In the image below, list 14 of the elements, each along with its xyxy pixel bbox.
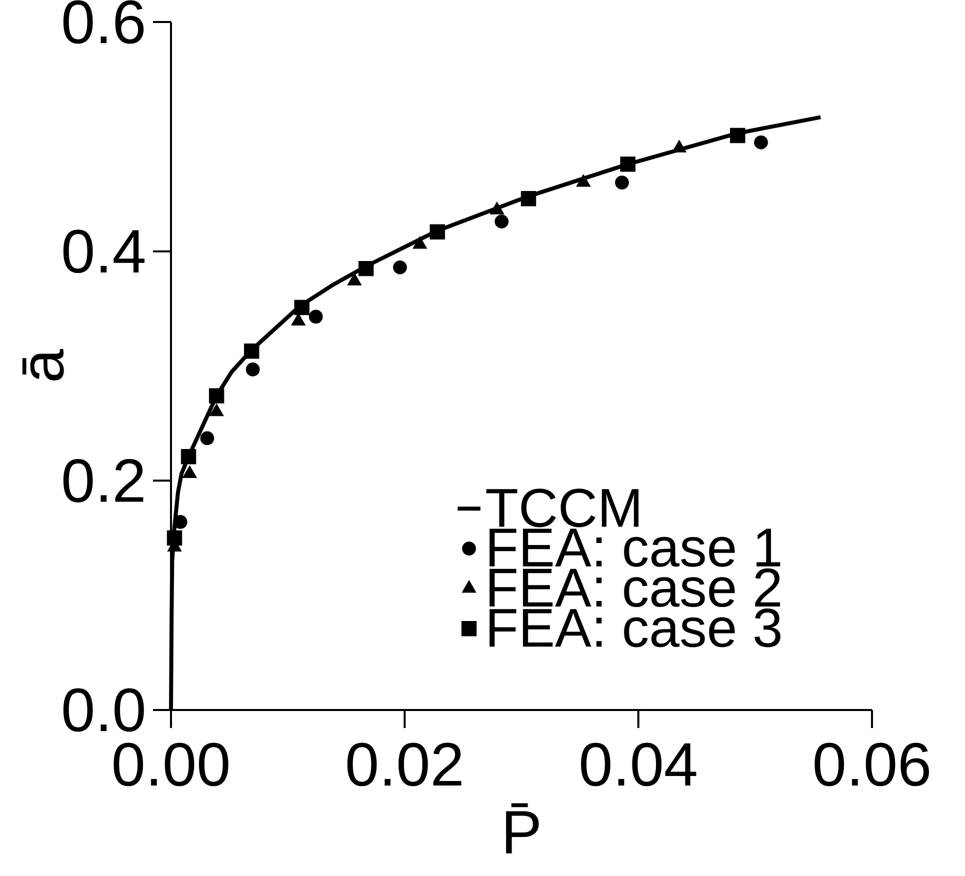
legend-label: FEA: case 1 <box>490 528 780 567</box>
x-tick-label: 0.06 <box>814 742 929 786</box>
y-tick-label: 0.0 <box>63 688 144 732</box>
legend-label: FEA: case 3 <box>490 608 780 648</box>
x-tick-label: 0.00 <box>114 742 228 786</box>
y-tick-label: 0.2 <box>63 458 144 502</box>
x-tick-label: 0.02 <box>347 742 462 786</box>
x-tick-label: 0.04 <box>581 742 696 786</box>
y-tick-label: 0.4 <box>63 230 144 274</box>
legend-label: TCCM <box>486 488 638 528</box>
legend-label: FEA: case 2 <box>490 568 780 608</box>
y-tick-label: 0.6 <box>63 0 144 44</box>
x-axis-title: P̄ <box>506 803 539 854</box>
y-axis-title: ā <box>22 348 64 380</box>
